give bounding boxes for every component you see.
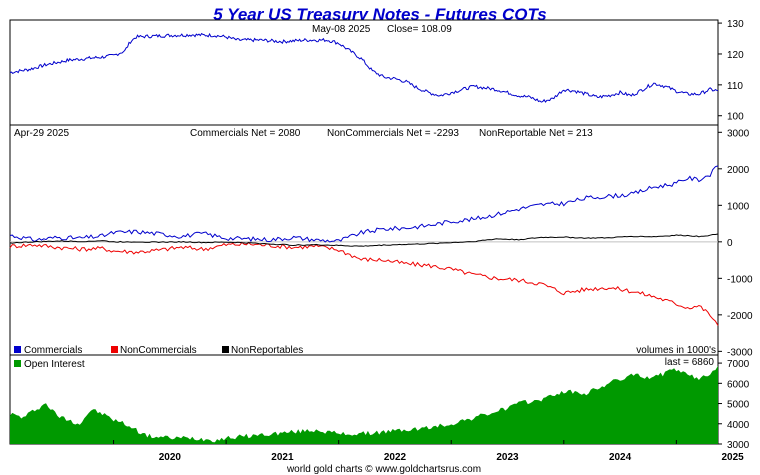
price-line [9,32,719,103]
net-positions-panel-frame [9,124,719,356]
legend-open-interest: Open Interest [24,359,85,370]
commercials-net-line [9,165,719,243]
price-ytick-label: 120 [727,50,744,61]
net-ytick-label: 0 [727,238,733,249]
price-ytick-label: 110 [727,81,743,92]
net-ytick-label: 3000 [727,128,750,139]
price-header-date: May-08 2025 [312,24,371,35]
footer-credit: world gold charts © www.goldchartsrus.co… [286,464,481,475]
oi-ytick-label: 6000 [727,379,750,390]
net-ytick-label: -1000 [727,274,753,285]
net-positions-layer [9,165,719,326]
oi-ytick-label: 4000 [727,420,750,431]
net-ytick-label: 2000 [727,165,750,176]
net-ytick-label: -3000 [727,347,753,358]
legend-swatch-nonreportables [222,346,229,353]
legend-swatch-noncommercials [111,346,118,353]
oi-ytick-label: 5000 [727,400,750,411]
nonreportable-net-label: NonReportable Net = 213 [479,128,593,139]
nonreportables-net-line [9,233,719,247]
legend-nonreportables: NonReportables [231,345,303,356]
chart-title: 5 Year US Treasury Notes - Futures COTs [213,5,547,24]
legend-noncommercials: NonCommercials [120,345,197,356]
xtick-label: 2024 [609,452,632,463]
x-axis-ticks: 2020 2021 2022 2023 2024 2025 [113,440,745,463]
net-ytick-label: -2000 [727,311,753,322]
legend-swatch-open-interest [14,360,21,367]
xtick-label: 2025 [722,452,745,463]
open-interest-area [10,365,718,444]
y-axis-ticks: 130 120 110 100 3000 2000 1000 0 -1000 -2000 -3000… [718,19,753,451]
price-ytick-label: 130 [727,19,744,30]
noncommercials-net-line [9,241,719,326]
open-interest-layer [10,365,718,444]
xtick-label: 2022 [384,452,407,463]
open-interest-last-label: last = 6860 [665,357,715,368]
net-header-date: Apr-29 2025 [14,128,69,139]
legend-swatch-commercials [14,346,21,353]
xtick-label: 2023 [496,452,519,463]
price-ytick-label: 100 [727,112,744,123]
price-layer [9,32,719,103]
noncommercials-net-label: NonCommercials Net = -2293 [327,128,459,139]
oi-ytick-label: 3000 [727,440,750,451]
commercials-net-label: Commercials Net = 2080 [190,128,301,139]
price-panel-frame [9,19,719,126]
legend-commercials: Commercials [24,345,82,356]
net-ytick-label: 1000 [727,201,750,212]
units-note: volumes in 1000's [636,345,716,356]
price-header-close: Close= 108.09 [387,24,452,35]
xtick-label: 2021 [271,452,294,463]
xtick-label: 2020 [159,452,182,463]
oi-ytick-label: 7000 [727,359,750,370]
